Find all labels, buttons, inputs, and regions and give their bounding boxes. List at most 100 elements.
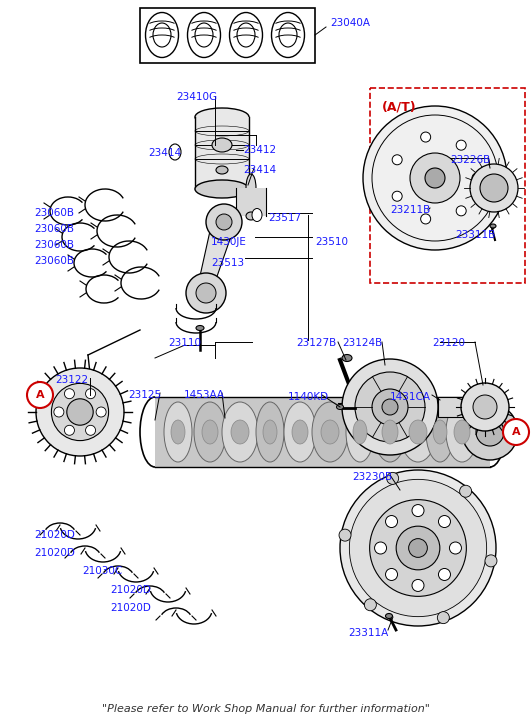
Bar <box>370 88 525 283</box>
Circle shape <box>473 395 497 419</box>
Circle shape <box>86 389 96 398</box>
Text: 23124B: 23124B <box>342 338 383 348</box>
Text: 23211B: 23211B <box>390 205 430 215</box>
Circle shape <box>382 399 398 415</box>
Text: 21030C: 21030C <box>82 566 122 576</box>
Ellipse shape <box>246 212 256 220</box>
Ellipse shape <box>386 614 393 619</box>
Ellipse shape <box>346 402 374 462</box>
Ellipse shape <box>292 420 308 444</box>
Circle shape <box>456 140 466 150</box>
Text: 21020D: 21020D <box>34 548 75 558</box>
Text: 23410G: 23410G <box>176 92 217 102</box>
Ellipse shape <box>145 12 179 57</box>
Ellipse shape <box>400 402 436 462</box>
Circle shape <box>461 383 509 431</box>
Ellipse shape <box>222 402 258 462</box>
Ellipse shape <box>212 138 232 152</box>
Ellipse shape <box>271 12 304 57</box>
Circle shape <box>339 529 351 541</box>
Circle shape <box>392 191 402 201</box>
Ellipse shape <box>171 420 185 444</box>
Circle shape <box>472 173 482 183</box>
Ellipse shape <box>321 420 339 444</box>
Circle shape <box>412 505 424 517</box>
Circle shape <box>355 372 425 442</box>
Ellipse shape <box>187 12 220 57</box>
Circle shape <box>86 425 96 435</box>
Ellipse shape <box>337 404 344 409</box>
Text: 21020D: 21020D <box>110 603 151 613</box>
Ellipse shape <box>164 402 192 462</box>
Circle shape <box>460 485 472 497</box>
Ellipse shape <box>194 402 226 462</box>
Circle shape <box>425 168 445 188</box>
Circle shape <box>396 526 440 570</box>
Ellipse shape <box>353 420 367 444</box>
Text: 23040A: 23040A <box>330 18 370 28</box>
Circle shape <box>342 359 438 455</box>
Text: 23230B: 23230B <box>352 472 392 482</box>
Text: 23110: 23110 <box>168 338 201 348</box>
Ellipse shape <box>454 420 470 444</box>
Ellipse shape <box>231 420 249 444</box>
Circle shape <box>409 539 427 558</box>
Ellipse shape <box>202 420 218 444</box>
Ellipse shape <box>246 174 256 202</box>
Circle shape <box>196 283 216 303</box>
Circle shape <box>386 515 397 528</box>
Circle shape <box>456 206 466 216</box>
Ellipse shape <box>196 326 204 331</box>
Ellipse shape <box>256 402 284 462</box>
Circle shape <box>27 382 53 408</box>
Text: 23120: 23120 <box>432 338 465 348</box>
Ellipse shape <box>153 23 171 47</box>
Ellipse shape <box>433 420 447 444</box>
Ellipse shape <box>284 402 316 462</box>
Text: 23414: 23414 <box>243 165 276 175</box>
Text: 23517: 23517 <box>268 213 301 223</box>
Circle shape <box>64 389 74 398</box>
Circle shape <box>350 479 487 616</box>
Text: 1431CA: 1431CA <box>390 392 431 402</box>
Bar <box>195 117 249 189</box>
Circle shape <box>387 473 398 484</box>
Text: 23311B: 23311B <box>455 230 495 240</box>
Circle shape <box>96 407 106 417</box>
Ellipse shape <box>382 420 398 444</box>
Text: 1430JE: 1430JE <box>211 237 247 247</box>
Ellipse shape <box>195 23 213 47</box>
Circle shape <box>392 155 402 165</box>
Ellipse shape <box>216 166 228 174</box>
Text: 23060B: 23060B <box>34 240 74 250</box>
Circle shape <box>412 579 424 592</box>
Ellipse shape <box>252 209 262 222</box>
Ellipse shape <box>374 402 406 462</box>
Ellipse shape <box>169 144 181 160</box>
Text: 23311A: 23311A <box>348 628 388 638</box>
Text: 23060B: 23060B <box>34 224 74 234</box>
Circle shape <box>363 106 507 250</box>
Text: 23412: 23412 <box>243 145 276 155</box>
Text: 23226B: 23226B <box>450 155 491 165</box>
Ellipse shape <box>342 355 352 361</box>
Ellipse shape <box>409 420 427 444</box>
Circle shape <box>410 153 460 203</box>
Ellipse shape <box>195 108 249 126</box>
Circle shape <box>438 569 451 580</box>
Text: 23510: 23510 <box>315 237 348 247</box>
Circle shape <box>364 599 376 611</box>
Circle shape <box>52 383 109 441</box>
Circle shape <box>340 470 496 626</box>
Bar <box>236 188 266 216</box>
Ellipse shape <box>312 402 348 462</box>
Text: 23127B: 23127B <box>296 338 336 348</box>
Polygon shape <box>198 222 236 285</box>
Circle shape <box>503 419 529 445</box>
Ellipse shape <box>263 420 277 444</box>
Ellipse shape <box>446 402 478 462</box>
Ellipse shape <box>195 180 249 198</box>
Circle shape <box>372 389 408 425</box>
Circle shape <box>437 611 450 624</box>
Circle shape <box>36 368 124 456</box>
